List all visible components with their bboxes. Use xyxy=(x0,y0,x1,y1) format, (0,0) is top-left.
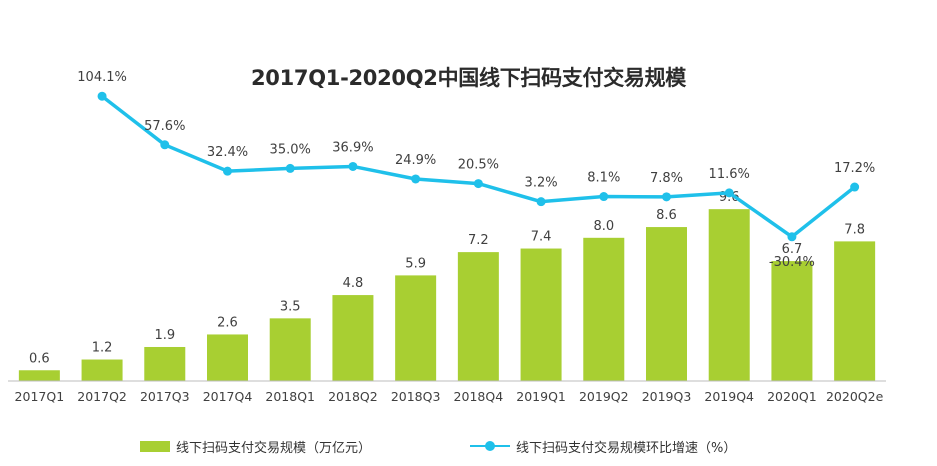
bar xyxy=(207,334,248,381)
bar-value-label: 2.6 xyxy=(217,315,238,330)
line-value-label: 24.9% xyxy=(395,153,436,168)
line-point xyxy=(348,161,358,171)
axis-layer: 2017Q1 2017Q2 2017Q3 2017Q4 2018Q1 2018Q2 2018… xyxy=(8,380,886,404)
bar-value-label: 7.4 xyxy=(531,230,552,245)
bar-value-label: 8.6 xyxy=(656,208,677,223)
x-tick-label: 2019Q3 xyxy=(642,389,692,404)
line-point xyxy=(411,174,421,184)
legend-line-label: 线下扫码支付交易规模环比增速（%） xyxy=(516,440,737,456)
line-value-label: 7.8% xyxy=(650,171,683,186)
line-value-label: 35.0% xyxy=(270,142,311,157)
bar xyxy=(520,248,562,381)
bar-value-label: 6.7 xyxy=(782,242,803,257)
x-tick-label: 2017Q2 xyxy=(77,389,127,404)
line-point xyxy=(473,179,483,189)
x-tick-label: 2018Q3 xyxy=(391,389,441,404)
bar-value-label: 1.2 xyxy=(92,341,113,356)
bar xyxy=(708,209,750,381)
line-value-label: 32.4% xyxy=(207,145,248,160)
bar xyxy=(269,318,311,381)
bar-value-label: 7.8 xyxy=(844,222,865,237)
line-point xyxy=(536,197,546,207)
bar-value-label: 5.9 xyxy=(405,256,426,271)
bar xyxy=(332,295,374,381)
bar-value-label: 7.2 xyxy=(468,233,489,248)
line-point xyxy=(160,140,170,150)
legend-bar-swatch xyxy=(140,440,170,452)
line-value-label: -30.4% xyxy=(769,255,815,270)
line-value-label: 8.1% xyxy=(587,171,620,186)
line-value-label: 3.2% xyxy=(525,176,558,191)
bar xyxy=(834,241,876,381)
bar-value-label: 8.0 xyxy=(593,219,614,234)
bar xyxy=(18,370,60,381)
line-value-label: 20.5% xyxy=(458,158,499,173)
legend-line-series: 线下扫码支付交易规模环比增速（%） xyxy=(470,436,736,456)
legend-bar-series: 线下扫码支付交易规模（万亿元） xyxy=(140,436,371,456)
line-value-label: 11.6% xyxy=(709,167,750,182)
line-value-label: 104.1% xyxy=(77,70,127,85)
line-point xyxy=(599,192,609,202)
x-tick-label: 2018Q1 xyxy=(265,389,315,404)
bar xyxy=(646,227,687,381)
x-tick-label: 2018Q2 xyxy=(328,389,378,404)
legend-bar-label: 线下扫码支付交易规模（万亿元） xyxy=(176,440,372,456)
chart-title: 2017Q1-2020Q2中国线下扫码支付交易规模 xyxy=(250,66,687,90)
line-point xyxy=(662,192,671,202)
bar xyxy=(457,252,499,381)
line-value-label: 17.2% xyxy=(834,161,875,176)
x-tick-label: 2019Q1 xyxy=(516,389,566,404)
x-tick-label: 2020Q1 xyxy=(767,389,817,404)
x-tick-label: 2019Q4 xyxy=(704,389,754,404)
line-point xyxy=(787,232,797,242)
x-tick-label: 2020Q2e xyxy=(826,389,884,404)
bar-value-label: 0.6 xyxy=(29,351,50,366)
line-point xyxy=(223,166,232,176)
line-value-label: 36.9% xyxy=(332,140,373,155)
x-tick-label: 2017Q3 xyxy=(140,389,190,404)
x-tick-label: 2018Q4 xyxy=(454,389,504,404)
legend-line-swatch xyxy=(470,440,510,452)
bar xyxy=(144,346,186,381)
bar xyxy=(81,359,123,381)
bars-layer: 0.61.21.92.63.54.85.97.2 7.48.08.69.66.77… xyxy=(18,190,876,381)
bar-value-label: 1.9 xyxy=(154,328,175,343)
bar xyxy=(583,237,625,381)
line-layer: 104.1% 57.6% 32.4% 35.0% 36.9% 24.9% 20.5% 3.2%… xyxy=(77,70,875,270)
line-point xyxy=(97,91,107,101)
x-tick-label: 2017Q1 xyxy=(15,389,65,404)
x-tick-label: 2019Q2 xyxy=(579,389,629,404)
line-point xyxy=(724,188,734,198)
line-value-label: 57.6% xyxy=(144,119,185,134)
bar-value-label: 4.8 xyxy=(343,276,364,291)
bar-value-label: 3.5 xyxy=(280,299,301,314)
line-point xyxy=(285,163,295,173)
x-tick-label: 2017Q4 xyxy=(203,389,253,404)
line-point xyxy=(850,182,860,192)
bar xyxy=(395,275,437,381)
bar xyxy=(771,261,813,381)
